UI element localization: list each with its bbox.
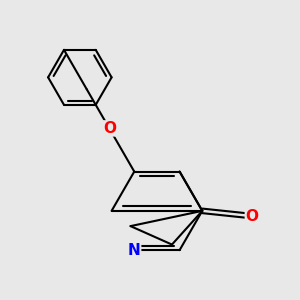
- Text: O: O: [103, 121, 116, 136]
- Text: O: O: [245, 208, 258, 224]
- Text: N: N: [128, 243, 141, 258]
